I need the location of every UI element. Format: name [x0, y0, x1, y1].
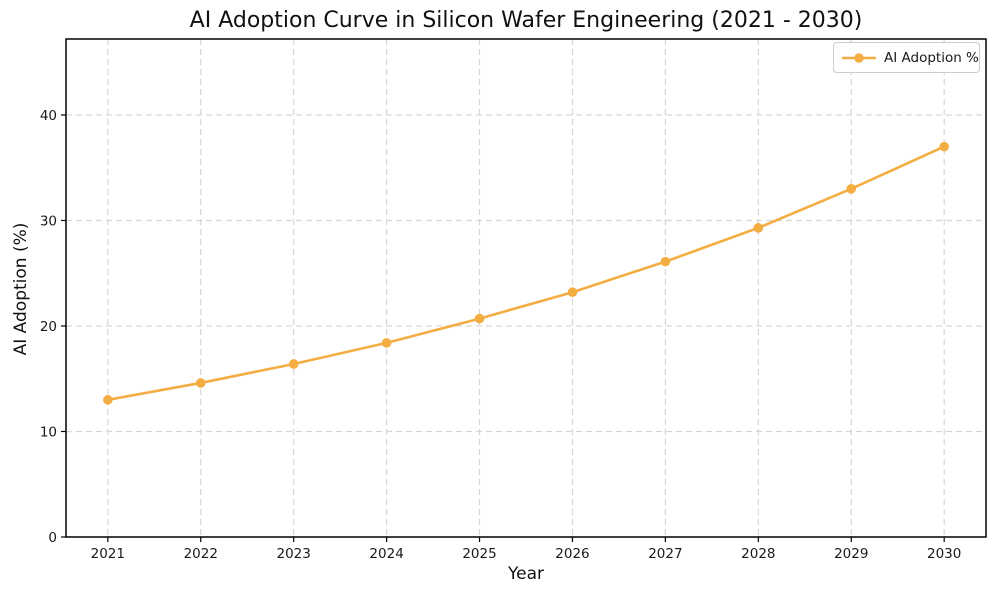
data-point-2028 [753, 223, 764, 233]
data-point-2021 [103, 395, 113, 405]
legend-label: AI Adoption % [884, 49, 979, 66]
data-point-2024 [381, 338, 392, 348]
data-point-2025 [474, 313, 485, 324]
data-point-2027 [660, 256, 671, 267]
y-tick-label-0: 0 [48, 530, 57, 546]
x-tick-label-2029: 2029 [834, 546, 868, 562]
x-axis-label: Year [508, 564, 544, 584]
x-tick-label-2027: 2027 [648, 546, 682, 562]
x-tick-label-2026: 2026 [555, 546, 589, 562]
y-tick-label-10: 10 [40, 424, 57, 440]
x-tick-label-2023: 2023 [276, 546, 310, 562]
x-tick-label-2021: 2021 [91, 546, 125, 562]
x-tick-label-2028: 2028 [741, 546, 775, 562]
chart-title: AI Adoption Curve in Silicon Wafer Engin… [189, 8, 863, 33]
axes-frame [65, 38, 987, 538]
legend-sample-marker [854, 52, 864, 63]
legend: AI Adoption % [833, 42, 980, 73]
x-tick-label-2022: 2022 [184, 546, 218, 562]
y-tick-label-20: 20 [40, 319, 57, 335]
series-line-ai-adoption-% [106, 145, 946, 402]
data-point-2030 [939, 141, 949, 152]
legend-line-marker-icon [842, 52, 876, 63]
data-point-2022 [195, 378, 206, 388]
x-tick-label-2030: 2030 [927, 546, 961, 562]
x-tick-label-2024: 2024 [369, 546, 403, 562]
y-tick-label-30: 30 [40, 213, 57, 229]
y-tick-label-40: 40 [40, 108, 57, 124]
x-tick-label-2025: 2025 [462, 546, 496, 562]
data-point-2029 [846, 184, 857, 194]
data-point-2026 [567, 287, 578, 298]
data-point-2023 [288, 359, 299, 369]
